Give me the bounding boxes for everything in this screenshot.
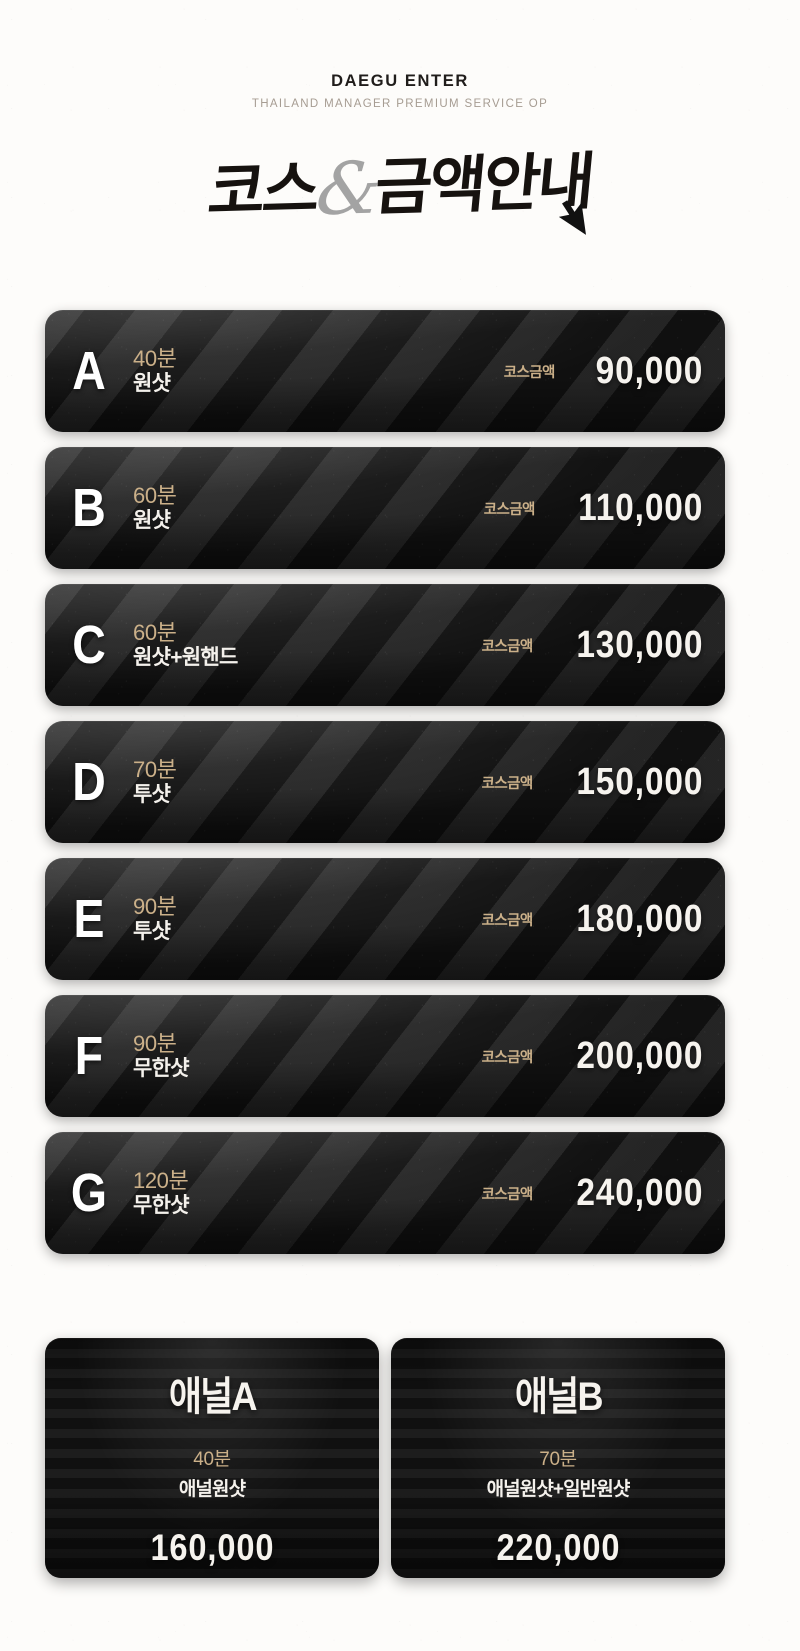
course-price-block: 코스금액 180,000 (482, 898, 725, 941)
course-detail: 투샷 (133, 919, 171, 943)
course-duration: 120분 (133, 1167, 189, 1193)
course-description: 60분 원샷 (133, 483, 177, 534)
price-label: 코스금액 (481, 1186, 534, 1203)
sheen-overlay (45, 721, 725, 843)
course-detail: 투샷 (133, 782, 171, 806)
course-row-b[interactable]: B 60분 원샷 코스금액 110,000 (45, 447, 725, 569)
course-list: A 40분 원샷 코스금액 90,000 B 60분 원샷 코스금액 110,0… (45, 310, 725, 1269)
page-header: DAEGU ENTER THAILAND MANAGER PREMIUM SER… (0, 0, 800, 242)
special-card-price: 160,000 (150, 1527, 274, 1568)
page-title: 코스&금액안내 (0, 132, 800, 242)
grain-overlay (45, 721, 725, 843)
course-price-block: 코스금액 150,000 (482, 761, 725, 804)
course-duration: 90분 (133, 893, 177, 919)
course-price-block: 코스금액 130,000 (482, 624, 725, 667)
page-title-part1: 코스 (204, 152, 321, 229)
course-description: 90분 무한샷 (133, 1030, 190, 1082)
special-card-anal-a[interactable]: 애널A 40분 애널원샷 160,000 (45, 1338, 379, 1578)
course-grade: A (72, 341, 106, 401)
special-card-title: 애널B (514, 1375, 604, 1419)
sheen-overlay (45, 310, 725, 432)
special-card-title: 애널A (168, 1375, 258, 1419)
page-title-handwriting: 코스&금액안내 (203, 127, 597, 248)
sheen-overlay (45, 1132, 725, 1254)
special-card-duration: 70분 (539, 1449, 577, 1470)
course-grade: G (70, 1163, 108, 1223)
stripe-pattern (45, 1132, 725, 1254)
stripe-pattern (45, 721, 725, 843)
course-price-block: 코스금액 200,000 (482, 1035, 725, 1078)
course-detail: 원샷 (133, 508, 171, 532)
course-row-c[interactable]: C 60분 원샷+원핸드 코스금액 130,000 (45, 584, 725, 706)
course-duration: 60분 (133, 482, 177, 508)
special-card-detail: 애널원샷 (178, 1479, 246, 1500)
grain-overlay (45, 995, 725, 1117)
sheen-overlay (45, 858, 725, 980)
brand-tagline: THAILAND MANAGER PREMIUM SERVICE OP (251, 98, 549, 110)
grain-overlay (45, 858, 725, 980)
course-row-g[interactable]: G 120분 무한샷 코스금액 240,000 (45, 1132, 725, 1254)
price-label: 코스금액 (481, 912, 534, 929)
course-description: 40분 원샷 (133, 346, 177, 397)
stripe-pattern (45, 447, 725, 569)
course-grade: E (73, 889, 105, 949)
course-grade: F (74, 1026, 104, 1086)
course-grade: C (72, 615, 106, 675)
course-row-d[interactable]: D 70분 투샷 코스금액 150,000 (45, 721, 725, 843)
course-description: 60분 원샷+원핸드 (133, 620, 238, 671)
course-detail: 무한샷 (133, 1056, 190, 1080)
stripe-pattern (45, 310, 725, 432)
special-card-detail: 애널원샷+일반원샷 (486, 1479, 631, 1500)
course-duration: 70분 (133, 756, 177, 782)
price-label: 코스금액 (481, 775, 534, 792)
course-row-f[interactable]: F 90분 무한샷 코스금액 200,000 (45, 995, 725, 1117)
stripe-pattern (45, 584, 725, 706)
special-card-anal-b[interactable]: 애널B 70분 애널원샷+일반원샷 220,000 (391, 1338, 725, 1578)
course-price: 150,000 (575, 760, 703, 803)
course-detail: 무한샷 (133, 1193, 190, 1217)
sheen-overlay (45, 584, 725, 706)
course-row-e[interactable]: E 90분 투샷 코스금액 180,000 (45, 858, 725, 980)
sheen-overlay (45, 1338, 379, 1578)
brand-title: DAEGU ENTER (331, 72, 469, 90)
course-price: 110,000 (577, 486, 703, 529)
course-price: 130,000 (575, 623, 703, 666)
course-price-block: 코스금액 110,000 (484, 487, 725, 530)
stripe-pattern (45, 858, 725, 980)
course-price: 180,000 (575, 897, 703, 940)
stripe-pattern (45, 995, 725, 1117)
course-price-block: 코스금액 240,000 (482, 1172, 725, 1215)
grain-overlay (45, 1132, 725, 1254)
course-price: 240,000 (575, 1171, 703, 1214)
sheen-overlay (45, 447, 725, 569)
course-description: 120분 무한샷 (133, 1167, 190, 1219)
course-description: 70분 투샷 (133, 757, 177, 808)
price-label: 코스금액 (481, 638, 534, 655)
special-card-list: 애널A 40분 애널원샷 160,000 애널B 70분 애널원샷+일반원샷 2… (45, 1338, 725, 1578)
course-detail: 원샷+원핸드 (133, 645, 238, 669)
grain-overlay (45, 584, 725, 706)
course-duration: 60분 (133, 619, 177, 645)
course-duration: 90분 (133, 1030, 177, 1056)
course-grade: B (72, 478, 106, 538)
grain-overlay (45, 447, 725, 569)
course-duration: 40분 (133, 345, 177, 371)
course-price: 90,000 (595, 349, 703, 392)
course-detail: 원샷 (133, 371, 171, 395)
page-title-ampersand: & (312, 145, 379, 232)
special-card-duration: 40분 (193, 1449, 231, 1470)
course-description: 90분 투샷 (133, 894, 177, 945)
course-grade: D (72, 752, 106, 812)
course-price: 200,000 (575, 1034, 703, 1077)
cursor-arrow-icon (558, 200, 586, 235)
price-label: 코스금액 (481, 1049, 534, 1066)
sheen-overlay (391, 1338, 725, 1578)
price-label: 코스금액 (483, 501, 536, 518)
course-row-a[interactable]: A 40분 원샷 코스금액 90,000 (45, 310, 725, 432)
course-price-block: 코스금액 90,000 (504, 350, 725, 393)
special-card-price: 220,000 (496, 1527, 620, 1568)
grain-overlay (45, 310, 725, 432)
price-label: 코스금액 (503, 364, 556, 381)
sheen-overlay (45, 995, 725, 1117)
